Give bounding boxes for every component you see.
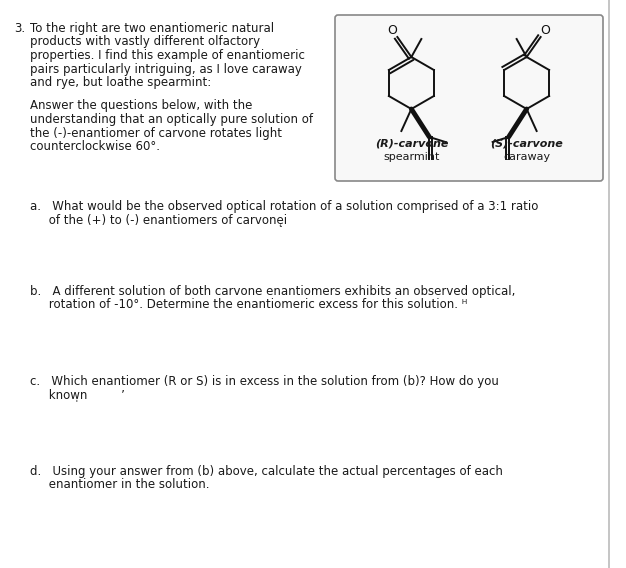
- Text: of the (+) to (-) enantiomers of carvonęi: of the (+) to (-) enantiomers of carvone…: [30, 214, 287, 227]
- Text: O: O: [541, 23, 551, 36]
- Text: spearmint: spearmint: [383, 152, 439, 162]
- Text: enantiomer in the solution.: enantiomer in the solution.: [30, 478, 210, 491]
- Text: b.   A different solution of both carvone enantiomers exhibits an observed optic: b. A different solution of both carvone …: [30, 285, 515, 298]
- Text: pairs particularly intriguing, as I love caraway: pairs particularly intriguing, as I love…: [30, 62, 302, 76]
- Text: rotation of -10°. Determine the enantiomeric excess for this solution. ᴴ: rotation of -10°. Determine the enantiom…: [30, 299, 467, 311]
- Text: Answer the questions below, with the: Answer the questions below, with the: [30, 99, 252, 112]
- Text: O: O: [387, 23, 398, 36]
- Text: c.   Which enantiomer (R or S) is in excess in the solution from (b)? How do you: c. Which enantiomer (R or S) is in exces…: [30, 375, 499, 388]
- Text: d.   Using your answer from (b) above, calculate the actual percentages of each: d. Using your answer from (b) above, cal…: [30, 465, 503, 478]
- Text: understanding that an optically pure solution of: understanding that an optically pure sol…: [30, 113, 313, 126]
- Text: To the right are two enantiomeric natural: To the right are two enantiomeric natura…: [30, 22, 274, 35]
- Text: the (-)-enantiomer of carvone rotates light: the (-)-enantiomer of carvone rotates li…: [30, 127, 282, 140]
- Text: (R)-carvone: (R)-carvone: [375, 138, 448, 148]
- Text: 3.: 3.: [14, 22, 25, 35]
- Text: know̩n         ’: know̩n ’: [30, 389, 125, 402]
- Text: properties. I find this example of enantiomeric: properties. I find this example of enant…: [30, 49, 305, 62]
- Text: and rye, but loathe spearmint:: and rye, but loathe spearmint:: [30, 76, 211, 89]
- Text: products with vastly different olfactory: products with vastly different olfactory: [30, 35, 260, 48]
- Text: caraway: caraway: [503, 152, 550, 162]
- Text: a.   What would be the observed optical rotation of a solution comprised of a 3:: a. What would be the observed optical ro…: [30, 200, 538, 213]
- FancyBboxPatch shape: [335, 15, 603, 181]
- Text: (S)-carvone: (S)-carvone: [490, 138, 563, 148]
- Text: counterclockwise 60°.: counterclockwise 60°.: [30, 140, 160, 153]
